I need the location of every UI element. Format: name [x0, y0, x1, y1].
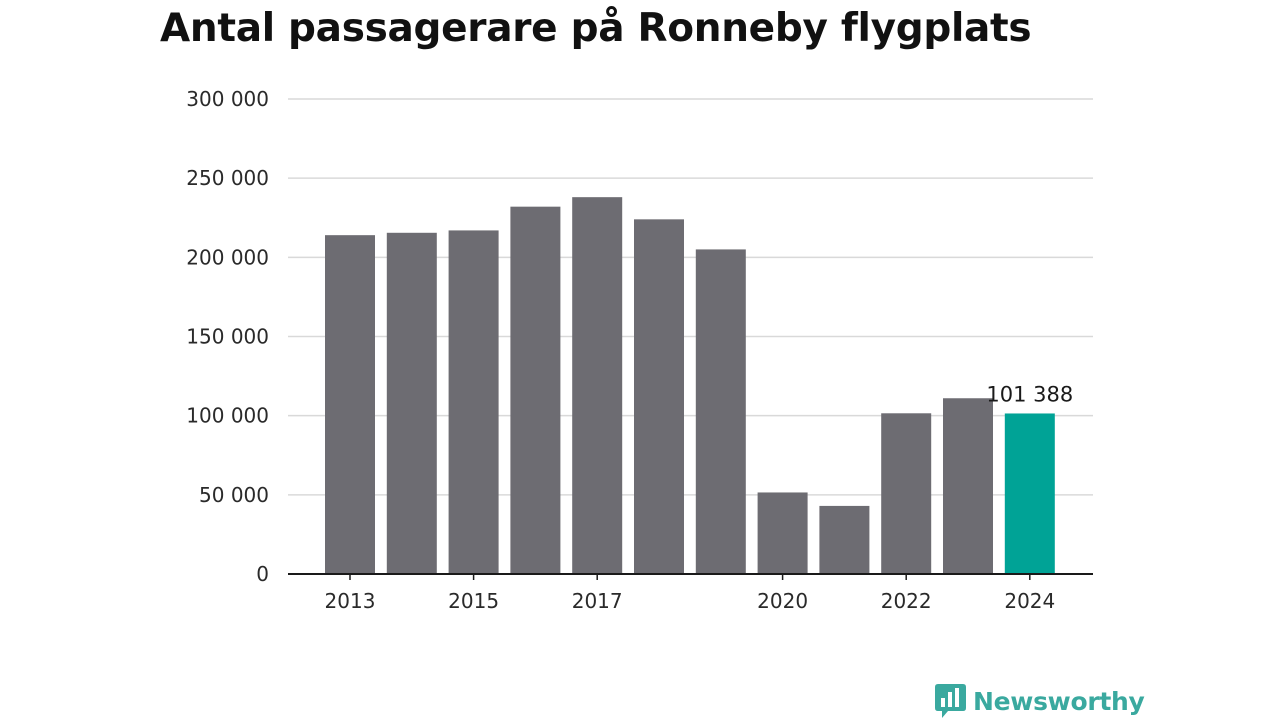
- bar-2021: [819, 505, 870, 574]
- x-tick-label: 2022: [881, 589, 932, 613]
- bar-2023: [943, 398, 993, 574]
- x-tick-label: 2013: [325, 589, 376, 613]
- bar-2015: [448, 230, 499, 574]
- bars: [325, 197, 1055, 575]
- y-tick-label: 50 000: [199, 483, 269, 507]
- x-tick-label: 2024: [1004, 589, 1055, 613]
- chart-title: Antal passagerare på Ronneby flygplats: [160, 6, 1032, 51]
- y-tick-label: 300 000: [186, 87, 269, 111]
- bar-2018: [634, 219, 684, 575]
- x-axis-tick-labels: 2013 2015 2017 2020 2022 2024: [325, 574, 1055, 613]
- y-tick-label: 100 000: [186, 404, 269, 428]
- y-tick-label: 250 000: [186, 166, 269, 190]
- bar-2020: [757, 492, 808, 574]
- bar-2022: [881, 413, 932, 574]
- bar-chart-speech-bubble-icon: [935, 684, 966, 718]
- bar-2017: [572, 197, 623, 574]
- data-labels: 101 388: [986, 382, 1073, 406]
- y-axis-tick-labels: 0 50 000 100 000 150 000 200 000 250 000 300 0…: [186, 87, 269, 586]
- x-tick-label: 2017: [572, 589, 623, 613]
- bar-2016: [510, 206, 561, 574]
- y-tick-label: 0: [256, 562, 269, 586]
- bar-2024: [1004, 413, 1055, 574]
- brand-logo: Newsworthy: [934, 682, 1145, 720]
- x-tick-label: 2020: [757, 589, 808, 613]
- brand-name: Newsworthy: [973, 686, 1145, 716]
- y-tick-label: 200 000: [186, 245, 269, 269]
- y-tick-label: 150 000: [186, 325, 269, 349]
- bar-2014: [386, 232, 437, 574]
- x-tick-label: 2015: [448, 589, 499, 613]
- bar-2019: [695, 249, 746, 574]
- data-label: 101 388: [986, 382, 1073, 406]
- bar-2013: [325, 235, 375, 574]
